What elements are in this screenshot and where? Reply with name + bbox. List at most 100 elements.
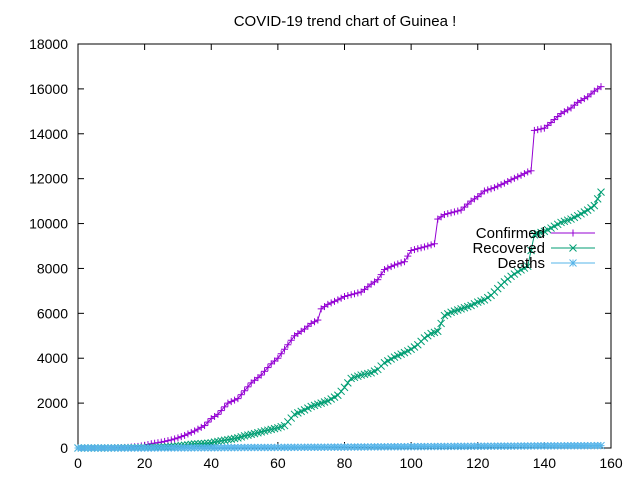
data-point-confirmed [424, 242, 432, 250]
data-point-confirmed [217, 407, 225, 415]
data-point-confirmed [524, 168, 532, 176]
data-point-confirmed [480, 187, 488, 195]
data-point-recovered [593, 195, 602, 203]
data-point-confirmed [224, 399, 232, 407]
data-point-confirmed [264, 364, 272, 372]
data-point-confirmed [497, 181, 505, 189]
x-tick-label: 140 [533, 455, 557, 471]
data-point-confirmed [390, 261, 398, 269]
data-point-confirmed [490, 184, 498, 192]
data-point-confirmed [580, 95, 588, 103]
data-point-confirmed [484, 186, 492, 194]
data-point-confirmed [241, 387, 249, 395]
data-point-recovered [220, 436, 229, 445]
data-point-confirmed [504, 177, 512, 185]
data-point-confirmed [407, 246, 415, 254]
data-point-confirmed [464, 200, 472, 208]
data-point-confirmed [460, 203, 468, 211]
legend-label-deaths: Deaths [497, 255, 545, 272]
data-point-recovered [510, 270, 519, 278]
data-point-confirmed [187, 428, 195, 436]
data-point-confirmed [184, 430, 192, 438]
data-point-recovered [227, 435, 236, 443]
data-point-confirmed [181, 431, 189, 439]
data-point-confirmed [420, 243, 428, 251]
data-point-confirmed [514, 173, 522, 181]
data-point-recovered [217, 436, 226, 445]
data-point-confirmed [577, 96, 585, 104]
data-point-confirmed [487, 185, 495, 193]
data-point-recovered [423, 331, 432, 340]
data-point-confirmed [404, 252, 412, 260]
data-point-confirmed [457, 206, 465, 214]
data-point-confirmed [257, 371, 265, 379]
data-point-confirmed [347, 291, 355, 299]
x-tick-label: 60 [270, 455, 286, 471]
data-point-confirmed [440, 211, 448, 219]
x-tick-label: 80 [337, 455, 353, 471]
data-point-confirmed [177, 433, 185, 441]
data-point-confirmed [277, 350, 285, 358]
data-point-recovered [433, 327, 442, 336]
data-point-confirmed [430, 240, 438, 248]
data-point-confirmed [284, 341, 292, 349]
data-point-confirmed [344, 292, 352, 300]
x-tick-label: 20 [137, 455, 153, 471]
data-point-recovered [420, 334, 429, 342]
y-tick-label: 0 [60, 440, 68, 456]
data-point-confirmed [311, 318, 319, 326]
data-point-confirmed [244, 383, 252, 391]
chart-title: COVID-19 trend chart of Guinea ! [234, 13, 457, 30]
legend-marker-recovered [569, 244, 577, 252]
data-point-recovered [583, 206, 592, 214]
data-point-confirmed [377, 271, 385, 279]
data-point-confirmed [237, 391, 245, 399]
data-point-confirmed [334, 296, 342, 304]
data-point-confirmed [534, 126, 542, 134]
data-point-confirmed [597, 83, 605, 91]
data-point-confirmed [287, 336, 295, 344]
data-point-confirmed [194, 425, 202, 433]
y-tick-label: 6000 [37, 305, 68, 321]
data-point-confirmed [394, 260, 402, 268]
x-tick-label: 40 [203, 455, 219, 471]
data-point-confirmed [261, 367, 269, 375]
legend-label-confirmed: Confirmed [476, 225, 545, 242]
x-tick-label: 160 [599, 455, 623, 471]
data-point-confirmed [174, 434, 182, 442]
data-point-confirmed [221, 403, 229, 411]
data-point-confirmed [201, 422, 209, 430]
y-tick-label: 8000 [37, 260, 68, 276]
y-tick-label: 18000 [29, 36, 68, 52]
data-point-confirmed [204, 418, 212, 426]
data-point-confirmed [417, 244, 425, 252]
y-tick-label: 12000 [29, 171, 68, 187]
data-point-recovered [343, 379, 352, 387]
data-point-recovered [523, 262, 532, 271]
data-point-confirmed [510, 174, 518, 182]
data-point-confirmed [274, 354, 282, 362]
data-point-confirmed [327, 299, 335, 307]
data-point-confirmed [191, 427, 199, 435]
data-point-recovered [527, 246, 535, 255]
data-point-confirmed [384, 264, 392, 272]
data-point-confirmed [494, 182, 502, 190]
data-point-confirmed [427, 241, 435, 249]
data-point-confirmed [231, 396, 239, 404]
x-tick-label: 120 [466, 455, 490, 471]
data-point-confirmed [350, 290, 358, 298]
data-point-confirmed [281, 345, 289, 353]
data-point-confirmed [500, 179, 508, 187]
data-point-confirmed [520, 170, 528, 178]
data-point-deaths [597, 441, 605, 450]
data-point-confirmed [517, 171, 525, 179]
data-point-recovered [340, 383, 349, 392]
data-point-confirmed [530, 126, 538, 134]
data-point-confirmed [380, 266, 388, 274]
data-point-confirmed [314, 316, 322, 324]
y-tick-label: 4000 [37, 350, 68, 366]
data-point-confirmed [374, 276, 382, 284]
data-point-confirmed [400, 258, 408, 266]
